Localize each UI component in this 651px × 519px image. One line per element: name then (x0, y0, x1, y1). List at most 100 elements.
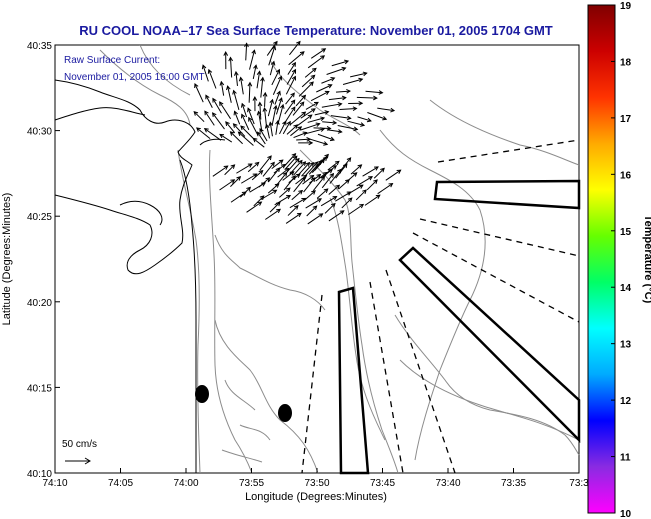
colorbar (587, 4, 616, 514)
x-axis-label: Longitude (Degrees:Minutes) (245, 491, 387, 503)
current-vector (317, 133, 335, 142)
current-vector (310, 90, 330, 102)
current-vector (252, 64, 258, 80)
current-vector (307, 55, 326, 69)
current-vector (289, 40, 301, 56)
current-vector (327, 129, 343, 134)
current-vector (244, 42, 249, 61)
current-vector (293, 131, 308, 139)
current-vector (366, 179, 378, 191)
current-vector (201, 64, 209, 82)
current-vector (292, 101, 305, 116)
current-vector (225, 121, 236, 134)
current-vector (285, 75, 296, 95)
y-tick-label: 40:15 (27, 383, 52, 394)
current-vector (365, 90, 384, 95)
current-vector (305, 161, 319, 176)
current-vector (342, 77, 364, 85)
current-vector (204, 110, 215, 126)
current-vector (377, 182, 394, 195)
current-vector (249, 182, 266, 193)
scale-label: 50 cm/s (62, 439, 97, 450)
current-vector (193, 111, 205, 123)
current-vector (331, 59, 350, 67)
current-vector (262, 161, 275, 177)
current-vector (293, 176, 306, 193)
current-vector (335, 88, 351, 94)
current-vector (302, 174, 315, 185)
x-axis: 74:10 74:05 74:00 73:55 73:50 73:45 73:40 73:35… (42, 468, 589, 489)
current-vectors (193, 40, 402, 225)
current-vector (256, 70, 262, 89)
current-vector (207, 68, 217, 89)
current-vector (253, 195, 265, 207)
y-axis-label: Latitude (Degrees:Minutes) (1, 193, 13, 326)
site-marker-2 (278, 404, 292, 422)
current-vector (303, 177, 316, 193)
current-vector (285, 92, 295, 105)
current-vector (301, 161, 315, 177)
current-vector (348, 100, 364, 106)
x-tick-label: 73:50 (304, 478, 329, 489)
current-vector (275, 97, 283, 115)
current-vector (271, 68, 281, 86)
current-vector (287, 204, 299, 216)
current-vector (259, 127, 268, 142)
current-vector (324, 202, 336, 214)
current-vector (310, 48, 327, 59)
current-vector (284, 99, 296, 115)
colorbar-tick-label: 12 (620, 396, 632, 407)
current-vector (285, 212, 302, 224)
current-vector (277, 167, 290, 178)
current-vector (212, 112, 225, 130)
current-vector (203, 128, 222, 141)
current-vector (364, 194, 381, 206)
current-vector (257, 101, 263, 120)
site-marker-1 (195, 385, 209, 403)
current-vector (230, 176, 242, 187)
current-vector (306, 205, 318, 217)
x-tick-label: 73:3 (569, 478, 589, 489)
current-vector (267, 98, 275, 117)
colorbar-tick-label: 19 (620, 1, 632, 12)
current-vector (348, 203, 365, 216)
current-vector (312, 175, 326, 192)
current-vector (283, 106, 296, 125)
current-vector (341, 197, 353, 209)
current-vector (290, 126, 303, 137)
current-vector (298, 81, 314, 97)
current-vector (247, 107, 255, 125)
colorbar-tick-label: 18 (620, 57, 632, 68)
current-vector (271, 159, 284, 170)
y-tick-label: 40:20 (27, 298, 52, 309)
current-vector (272, 75, 283, 95)
current-vector (228, 56, 234, 78)
current-vector (229, 131, 243, 145)
current-vector (321, 77, 336, 84)
colorbar-tick-label: 13 (620, 340, 632, 351)
current-vector (219, 80, 225, 96)
current-vector (230, 191, 247, 203)
current-vector (321, 172, 335, 189)
current-vector (194, 83, 204, 103)
current-vector (205, 94, 213, 108)
current-vector (305, 101, 319, 110)
current-vector (347, 120, 366, 127)
current-vector (322, 120, 338, 126)
current-vector (251, 169, 264, 181)
current-vector (262, 91, 268, 107)
current-vector (314, 110, 330, 116)
x-tick-label: 74:05 (108, 478, 133, 489)
current-vector (328, 184, 341, 195)
chart-title: RU COOL NOAA–17 Sea Surface Temperature:… (79, 23, 553, 38)
current-vector (282, 171, 295, 181)
current-vector (247, 161, 260, 173)
current-vector (311, 158, 325, 173)
current-vector (350, 71, 368, 78)
current-vector (287, 61, 296, 75)
current-vector (240, 125, 256, 141)
current-vector (304, 190, 316, 201)
current-vector (224, 164, 236, 176)
current-vector (356, 95, 378, 101)
current-vector (307, 213, 324, 225)
